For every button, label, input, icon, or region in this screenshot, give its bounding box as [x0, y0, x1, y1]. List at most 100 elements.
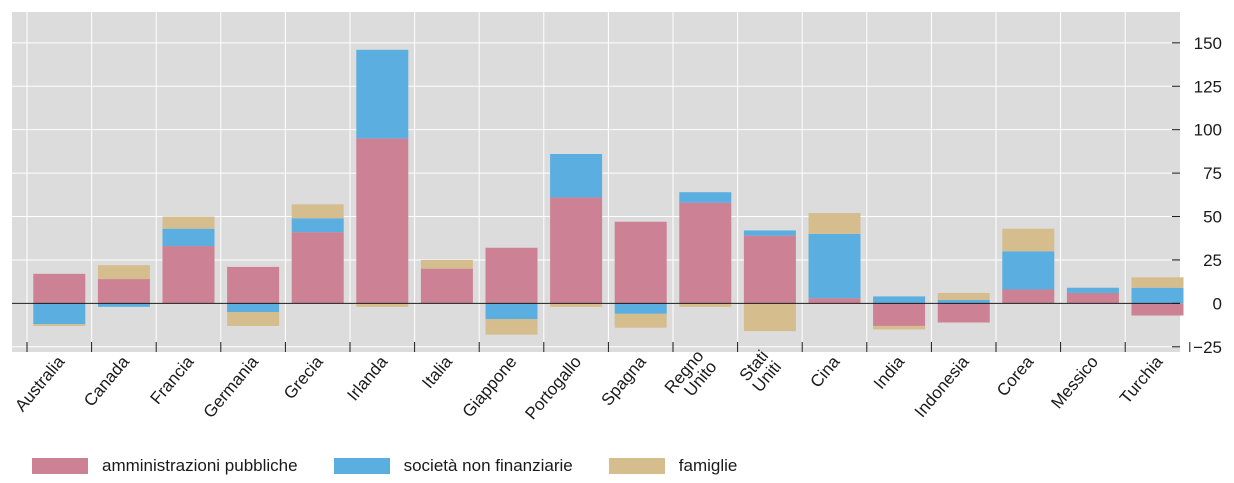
bar-segment [873, 303, 926, 326]
category-label: India [870, 352, 909, 393]
bar-segment [614, 313, 667, 328]
category-label: Irlanda [343, 352, 391, 404]
bar-segment [227, 266, 280, 304]
y-tick-label: 75 [1203, 164, 1222, 183]
category-label: Cina [807, 352, 844, 391]
svg-text:Corea: Corea [993, 352, 1038, 400]
bar-segment [873, 296, 926, 304]
bar-segment [97, 303, 150, 307]
svg-text:Giappone: Giappone [459, 352, 521, 421]
bar-segment [808, 233, 861, 299]
legend: amministrazioni pubbliche società non fi… [32, 456, 773, 476]
bar-segment [33, 324, 86, 326]
bar-segment [743, 235, 796, 304]
category-label: Spagna [598, 352, 651, 410]
bar-segment [485, 319, 538, 335]
category-label: Giappone [459, 352, 521, 421]
category-label: Australia [11, 352, 68, 415]
bar-segment [97, 265, 150, 280]
bar-segment [614, 303, 667, 314]
bar-segment [356, 138, 409, 304]
bar-segment [291, 232, 344, 304]
bar-segment [356, 303, 409, 307]
category-label: Corea [993, 352, 1038, 400]
y-tick-label: 125 [1194, 77, 1222, 96]
svg-text:Spagna: Spagna [598, 352, 651, 410]
bar-segment [1131, 277, 1184, 288]
bar-segment [550, 154, 603, 198]
bar-segment [808, 213, 861, 234]
legend-swatch-famiglie [608, 458, 665, 474]
legend-item-famiglie: famiglie [608, 456, 738, 476]
svg-text:Cina: Cina [807, 352, 844, 391]
bar-segment [937, 292, 990, 300]
legend-label-amministrazioni: amministrazioni pubbliche [102, 456, 298, 475]
bar-segment [679, 202, 732, 304]
legend-label-societa: società non finanziarie [403, 456, 573, 475]
category-label: Messico [1047, 352, 1102, 412]
legend-item-amministrazioni: amministrazioni pubbliche [32, 456, 298, 476]
bar-segment [937, 299, 990, 304]
bar-segment [743, 303, 796, 332]
bar-segment [1002, 228, 1055, 252]
axis [12, 42, 1191, 352]
y-tick-label: 50 [1203, 208, 1222, 227]
bar-segment [227, 312, 280, 326]
bar-segment [614, 221, 667, 304]
bar-segment [162, 246, 215, 304]
category-label: Canada [80, 352, 133, 410]
bar-segment [162, 228, 215, 247]
bar-segment [1066, 292, 1119, 304]
bar-segment [33, 273, 86, 304]
bar-segment [1131, 303, 1184, 316]
bar-segment [937, 303, 990, 323]
y-tick-label: −25 [1193, 338, 1222, 357]
bar-segment [1131, 287, 1184, 304]
bar-segment [873, 325, 926, 330]
bar-segment [97, 279, 150, 304]
bar-segment [1002, 289, 1055, 304]
bar-segment [356, 49, 409, 139]
legend-item-societa: società non finanziarie [333, 456, 573, 476]
legend-swatch-amministrazioni [32, 458, 88, 474]
bar-segment [808, 298, 861, 304]
svg-text:Irlanda: Irlanda [343, 352, 391, 404]
bars [33, 49, 1184, 335]
bar-segment [485, 247, 538, 304]
bar-segment [420, 268, 473, 304]
category-label: Turchia [1116, 352, 1167, 408]
category-label: Francia [147, 352, 198, 408]
category-label: Italia [418, 352, 456, 392]
category-label: Portogallo [521, 352, 585, 423]
y-tick-label: 25 [1203, 251, 1222, 270]
category-label: Grecia [280, 352, 327, 403]
bar-segment [227, 303, 280, 313]
svg-text:Grecia: Grecia [280, 352, 327, 403]
bar-segment [485, 303, 538, 319]
svg-text:Canada: Canada [80, 352, 133, 410]
svg-text:Portogallo: Portogallo [521, 352, 585, 423]
y-tick-label: 0 [1213, 294, 1222, 313]
y-tick-label: 150 [1194, 34, 1222, 53]
svg-text:Turchia: Turchia [1116, 352, 1167, 408]
svg-text:Italia: Italia [418, 352, 456, 392]
category-label: Indonesia [911, 352, 973, 421]
bar-segment [679, 303, 732, 307]
svg-text:Australia: Australia [11, 352, 68, 415]
svg-text:Messico: Messico [1047, 352, 1102, 412]
bar-segment [550, 303, 603, 307]
bar-segment [291, 204, 344, 219]
legend-label-famiglie: famiglie [678, 456, 738, 475]
legend-swatch-societa [333, 458, 390, 474]
bar-segment [743, 230, 796, 236]
category-label: Germania [200, 352, 263, 422]
bar-segment [550, 197, 603, 304]
svg-text:Indonesia: Indonesia [911, 352, 973, 421]
bar-segment [33, 303, 86, 325]
bar-segment [162, 216, 215, 229]
svg-text:India: India [870, 352, 909, 393]
svg-text:Francia: Francia [147, 352, 198, 408]
